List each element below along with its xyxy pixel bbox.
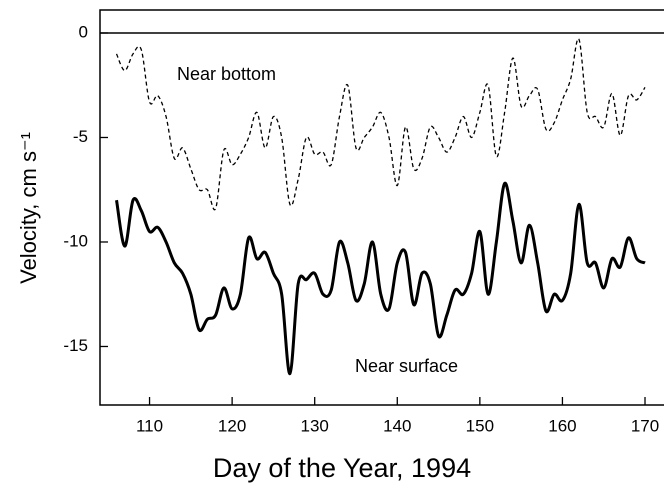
- x-tick-label: 110: [136, 416, 163, 435]
- x-tick-label: 130: [301, 416, 329, 435]
- x-tick-label: 170: [631, 416, 659, 435]
- plot-frame: [99, 9, 664, 406]
- x-tick-label: 140: [383, 416, 411, 435]
- series-line: [115, 38, 646, 211]
- x-tick-label: 150: [466, 416, 494, 435]
- x-axis-label: Day of the Year, 1994: [213, 453, 471, 483]
- y-tick-label: 0: [79, 22, 88, 41]
- x-tick-label: 160: [548, 416, 576, 435]
- series-annotation: Near surface: [355, 356, 458, 376]
- y-tick-label: -5: [73, 127, 88, 146]
- y-tick-label: -10: [63, 231, 88, 250]
- series-annotation: Near bottom: [177, 64, 276, 84]
- y-axis-label: Velocity, cm s⁻¹: [16, 132, 41, 284]
- y-tick-label: -15: [63, 336, 88, 355]
- x-tick-label: 120: [218, 416, 246, 435]
- series-line: [115, 181, 646, 376]
